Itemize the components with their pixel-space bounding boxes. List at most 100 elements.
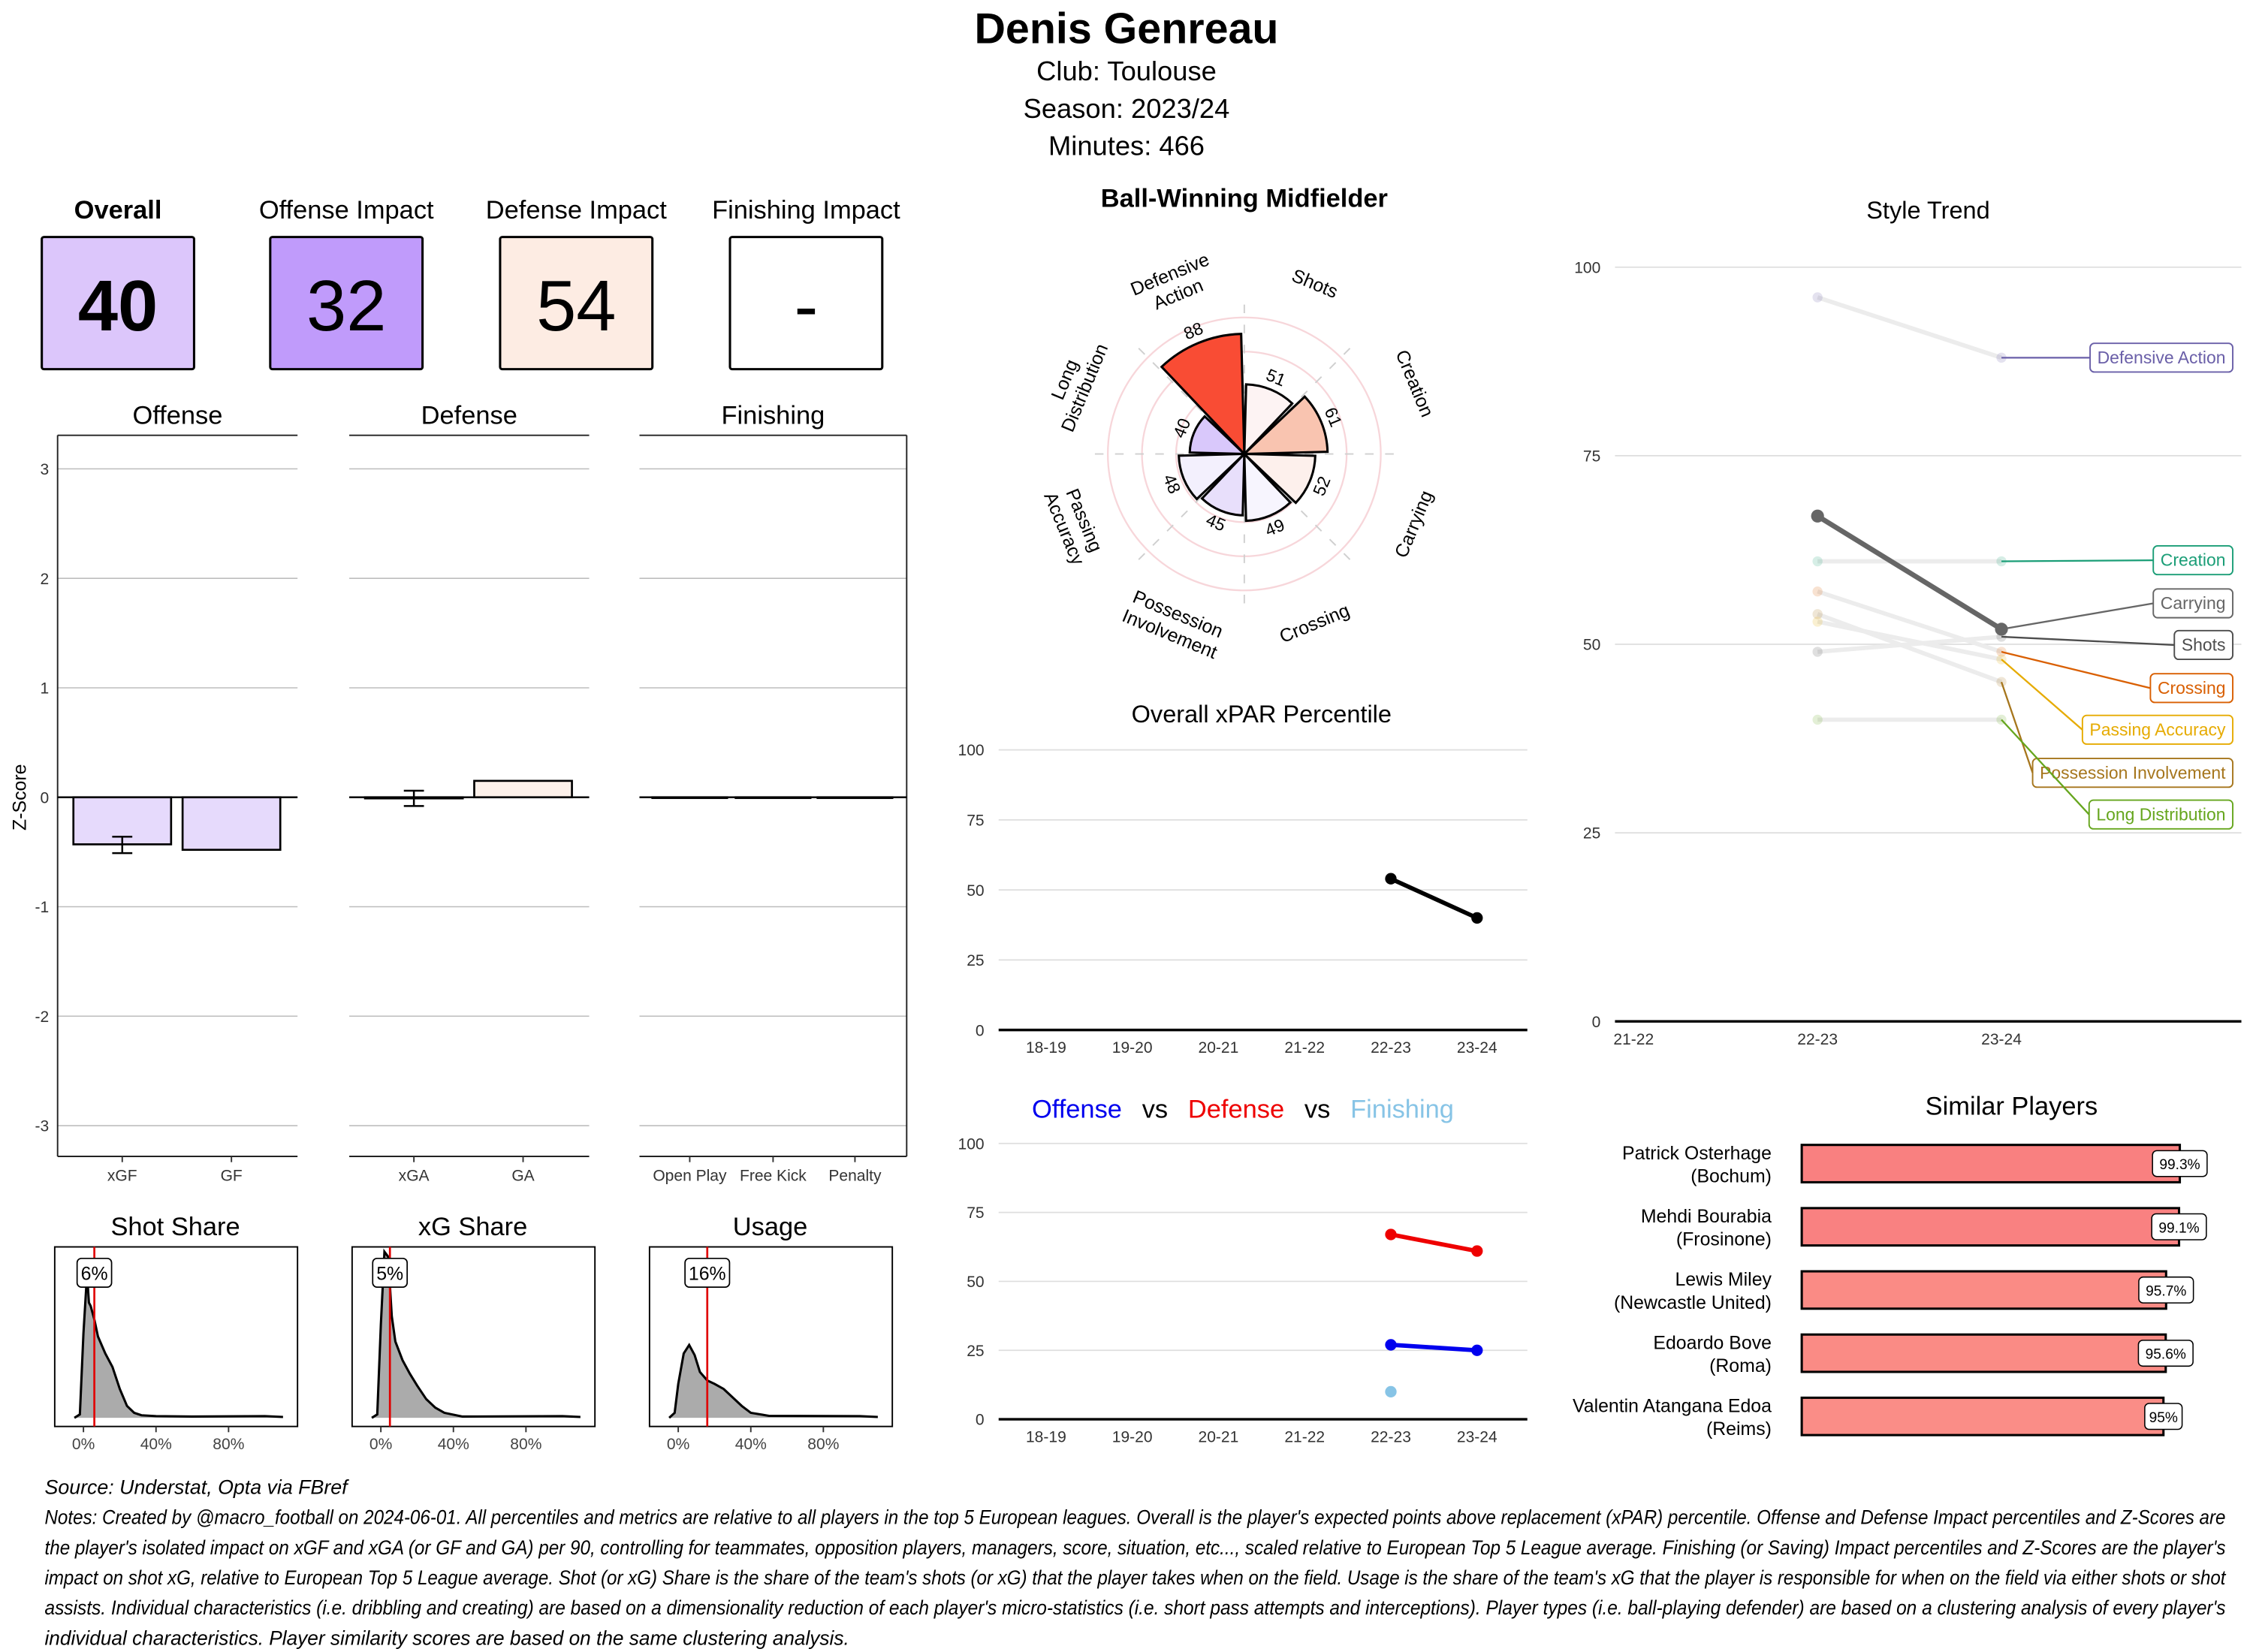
density-area: [669, 1345, 878, 1418]
x-tick-label: GF: [221, 1168, 243, 1185]
player-club: (Roma): [1709, 1355, 1772, 1376]
card-box: [728, 236, 884, 371]
polar-category-label: PassingAccuracy: [1039, 481, 1108, 568]
x-tick-label: 23-24: [1981, 1031, 2022, 1048]
similar-player-row: Patrick Osterhage(Bochum) 99.3%: [1622, 1143, 2208, 1186]
player-club: (Bochum): [1691, 1165, 1772, 1186]
trend-label-text: Passing Accuracy: [2089, 719, 2226, 739]
trend-line-passing-accuracy: [1817, 620, 2002, 662]
y-tick-label: 25: [967, 952, 984, 969]
zscore-bar-charts: -3 -2 -1 0 1 2 3 Z-Score Offense xGF GF Defense xGA G…: [10, 401, 908, 1185]
bar-penalty: [816, 796, 894, 800]
player-club: (Frosinone): [1676, 1229, 1772, 1250]
category-line: Carrying: [1391, 487, 1437, 561]
trend-label-text: Creation: [2161, 550, 2226, 570]
player-name: Valentin Atangana Edoa: [1573, 1396, 1772, 1417]
trend-connector: [2001, 650, 2151, 689]
similarity-label-box: [2144, 1403, 2183, 1430]
similarity-bar: [1800, 1144, 2182, 1183]
density-usage: Usage 16% 0% 40% 80%: [648, 1213, 894, 1453]
x-tick-label: 18-19: [1026, 1039, 1066, 1057]
trend-point: [1812, 556, 1823, 567]
trend-label-text: Shots: [2182, 635, 2226, 655]
xpar-point: [1471, 912, 1483, 924]
x-tick-label: Free Kick: [740, 1168, 807, 1185]
bar-free-kick: [734, 796, 812, 800]
xpar-point: [1385, 873, 1397, 885]
x-tick-label: 80%: [807, 1436, 839, 1453]
trend-connector: [2001, 635, 2175, 647]
trend-line-shots: [1817, 635, 2002, 654]
similar-player-row: Edoardo Bove(Roma) 95.6%: [1653, 1332, 2194, 1376]
player-name: Mehdi Bourabia: [1641, 1206, 1772, 1227]
polar-category-label: Crossing: [1277, 600, 1353, 647]
impact-card: Overall 40: [41, 196, 195, 371]
trend-line-carrying: [1816, 514, 2003, 632]
panel-box: [648, 1246, 894, 1427]
trend-label-crossing: Crossing: [2001, 650, 2234, 704]
player-name: Lewis Miley: [1675, 1269, 1772, 1290]
card-label: Defense Impact: [486, 196, 668, 225]
trend-label-passing-accuracy: Passing Accuracy: [2001, 659, 2233, 745]
x-tick-label: 23-24: [1457, 1429, 1497, 1446]
overall-xpar-chart: Overall xPAR Percentile 0 25 50 75 100 18-19 19…: [958, 701, 1528, 1057]
density-shot-share: Shot Share 6% 0% 40% 80%: [53, 1213, 299, 1453]
trend-connector: [2000, 681, 2034, 773]
facet-title: Finishing: [722, 401, 825, 430]
notes-line: the player's isolated impact on xGF and …: [44, 1536, 2225, 1559]
facet-offense: Offense xGF GF: [56, 401, 298, 1185]
trend-label-text: Carrying: [2161, 593, 2226, 613]
panel-box: [53, 1246, 299, 1427]
trend-label-shots: Shots: [2001, 629, 2233, 661]
trend-connector: [2001, 602, 2154, 631]
card-box: [269, 236, 424, 371]
trend-line-defensive-action: [1817, 295, 2002, 360]
y-tick-label: 1: [41, 680, 50, 698]
y-tick-label: 25: [967, 1343, 984, 1360]
trend-point: [1812, 586, 1823, 597]
bar-gf: [181, 796, 282, 852]
x-tick-label: Penalty: [828, 1168, 882, 1185]
polar-value-label: 40: [1169, 415, 1195, 441]
trend-label-text: Defensive Action: [2098, 348, 2226, 367]
density-line: [668, 1343, 878, 1419]
density-xg-share: xG Share 5% 0% 40% 80%: [351, 1213, 596, 1453]
polar-category-label: LongDistribution: [1037, 333, 1112, 436]
category-line: Shots: [1289, 265, 1341, 303]
finishing-point: [1385, 1385, 1397, 1398]
polar-category-label: Carrying: [1391, 487, 1437, 561]
trend-connector: [2001, 719, 2090, 815]
value-label-box: [684, 1257, 731, 1288]
impact-card: Finishing Impact -: [712, 196, 900, 371]
player-name: Edoardo Bove: [1653, 1332, 1772, 1353]
trend-label-creation: Creation: [2001, 545, 2233, 576]
y-tick-label: 0: [976, 1412, 985, 1429]
card-value: -: [794, 266, 818, 346]
offense-line: [1390, 1343, 1477, 1353]
trend-label-defensive-action: Defensive Action: [2001, 342, 2233, 373]
x-tick-label: 40%: [438, 1436, 469, 1453]
value-label: 5%: [376, 1264, 403, 1285]
trend-line-possession-involvement: [1817, 612, 2003, 684]
trend-label-possession-involvement: Possession Involvement: [2000, 681, 2233, 788]
player-club: (Newcastle United): [1614, 1292, 1772, 1313]
panel-title: Usage: [733, 1213, 808, 1241]
similarity-bar: [1800, 1333, 2167, 1373]
similarity-label-box: [2151, 1213, 2207, 1241]
x-tick-label: 20-21: [1199, 1429, 1239, 1446]
y-tick-label: 100: [958, 742, 985, 759]
x-tick-label: GA: [511, 1168, 534, 1185]
value-label-box: [372, 1257, 409, 1288]
y-tick-label: 50: [967, 1274, 984, 1291]
facet-title: Offense: [132, 401, 222, 430]
polar-value-label: 51: [1263, 365, 1289, 390]
offense-point: [1471, 1344, 1483, 1356]
density-area: [372, 1252, 581, 1418]
season-line: Season: 2023/24: [1024, 93, 1230, 124]
similar-players-chart: Similar Players Patrick Osterhage(Bochum)…: [1573, 1093, 2208, 1439]
value-label: 16%: [689, 1264, 726, 1285]
impact-card: Defense Impact 54: [486, 196, 668, 371]
y-tick-label: 0: [1592, 1014, 1601, 1031]
